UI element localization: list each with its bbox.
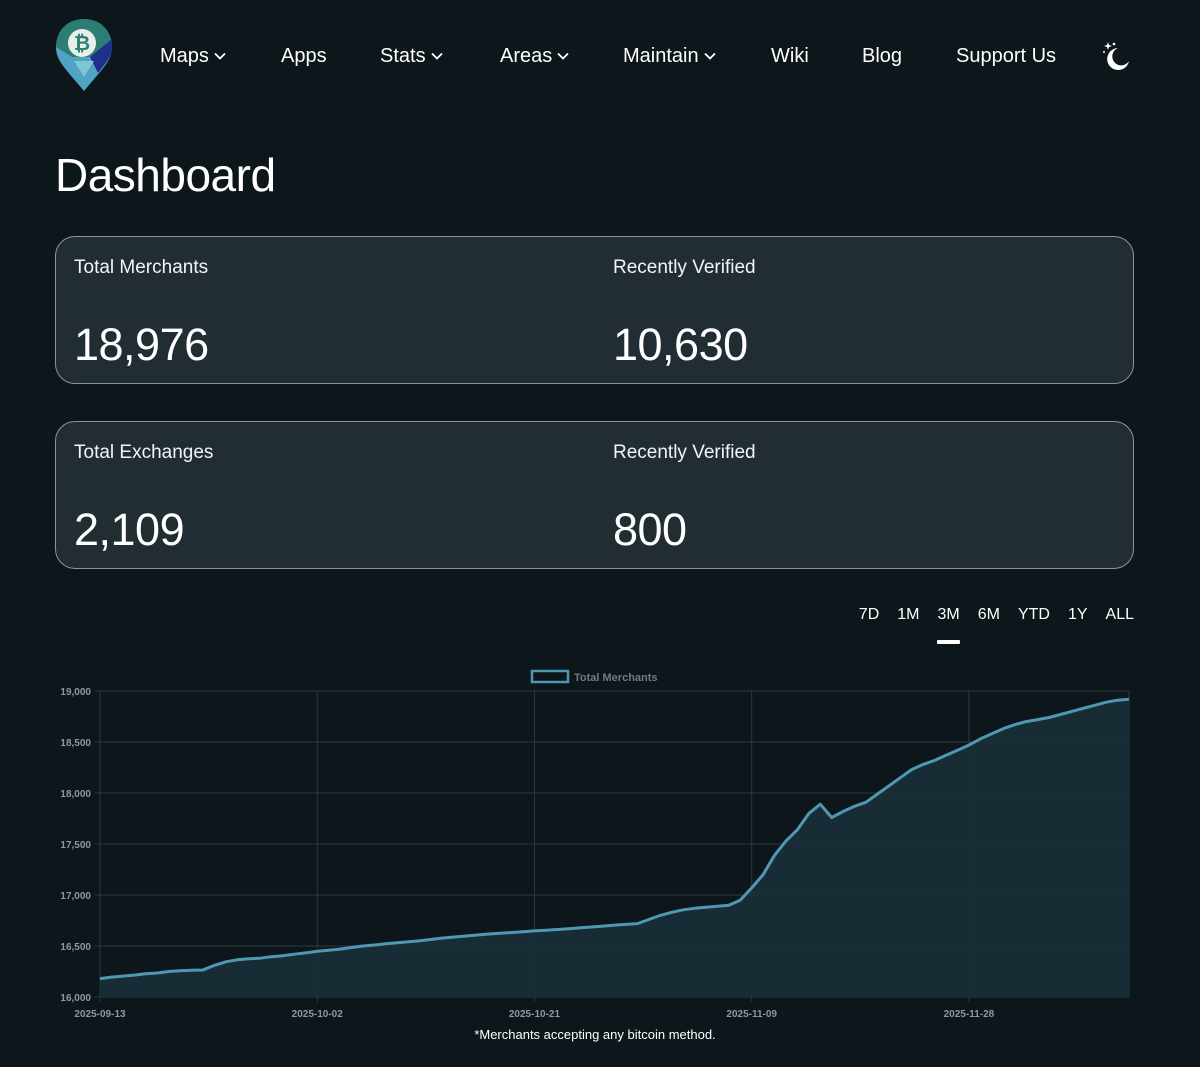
- y-tick-label: 16,000: [60, 993, 91, 1004]
- y-tick-label: 16,500: [60, 942, 91, 953]
- site-header: ₿ Maps Apps Stats Areas Maintain Wiki Bl…: [0, 0, 1200, 110]
- total-merchants-label: Total Merchants: [74, 257, 209, 278]
- nav-blog-label: Blog: [862, 44, 903, 67]
- chevron-down-icon: [430, 52, 443, 60]
- x-tick-label: 2025-11-28: [944, 1009, 995, 1020]
- y-tick-label: 18,500: [60, 738, 91, 749]
- x-tick-label: 2025-09-13: [74, 1009, 126, 1020]
- merchants-chart-svg: 19,000 18,500 18,000 17,500 17,000 16,500 16,0…: [60, 669, 1130, 1020]
- nav-blog[interactable]: Blog: [862, 42, 902, 70]
- nav-maps-label: Maps: [160, 44, 209, 67]
- chevron-down-icon: [703, 52, 716, 60]
- legend-label: Total Merchants: [574, 672, 658, 684]
- nav-maintain[interactable]: Maintain: [623, 42, 717, 70]
- merchants-recently-verified-label: Recently Verified: [613, 257, 756, 278]
- range-all[interactable]: ALL: [1105, 606, 1134, 623]
- x-tick-label: 2025-11-09: [726, 1009, 777, 1020]
- chevron-down-icon: [557, 52, 569, 60]
- nav-stats[interactable]: Stats: [380, 42, 444, 70]
- exchanges-recently-verified-value: 800: [613, 504, 687, 555]
- total-exchanges-value: 2,109: [74, 504, 185, 555]
- legend-swatch: [530, 669, 570, 684]
- range-1m[interactable]: 1M: [897, 606, 920, 623]
- time-range-selector: 7D 1M 3M 6M YTD 1Y ALL: [850, 606, 1134, 644]
- exchanges-card: Total Exchanges 2,109 Recently Verified …: [55, 421, 1134, 569]
- page-title: Dashboard: [55, 149, 276, 201]
- merchants-recently-verified-value: 10,630: [613, 319, 748, 370]
- merchants-chart: 19,000 18,500 18,000 17,500 17,000 16,500 16,0…: [40, 660, 1150, 1030]
- nav-areas[interactable]: Areas: [500, 42, 570, 70]
- bitcoin-map-pin-logo-icon[interactable]: ₿: [54, 17, 114, 93]
- x-tick-label: 2025-10-02: [292, 1009, 344, 1020]
- y-tick-label: 17,500: [60, 840, 91, 851]
- range-7d[interactable]: 7D: [858, 606, 880, 623]
- y-tick-label: 18,000: [60, 789, 91, 800]
- y-tick-label: 17,000: [60, 891, 91, 902]
- chevron-down-icon: [214, 52, 226, 60]
- chart-footnote: *Merchants accepting any bitcoin method.: [474, 1027, 716, 1042]
- range-ytd[interactable]: YTD: [1017, 606, 1050, 623]
- svg-text:₿: ₿: [74, 33, 90, 55]
- range-3m[interactable]: 3M: [928, 606, 968, 644]
- nav-apps-label: Apps: [281, 44, 327, 67]
- range-1y[interactable]: 1Y: [1067, 606, 1088, 623]
- x-tick-label: 2025-10-21: [509, 1009, 561, 1020]
- merchants-card: Total Merchants 18,976 Recently Verified…: [55, 236, 1134, 384]
- nav-wiki[interactable]: Wiki: [771, 42, 809, 70]
- total-merchants-value: 18,976: [74, 319, 209, 370]
- nav-areas-label: Areas: [500, 44, 553, 67]
- theme-toggle-moon-icon[interactable]: [1100, 40, 1134, 72]
- nav-stats-label: Stats: [380, 44, 426, 67]
- range-6m[interactable]: 6M: [977, 606, 1000, 623]
- total-exchanges-label: Total Exchanges: [74, 442, 214, 463]
- exchanges-recently-verified-label: Recently Verified: [613, 442, 756, 463]
- nav-support-us[interactable]: Support Us: [956, 42, 1056, 70]
- series-line-total-merchants: [99, 697, 1130, 981]
- nav-maintain-label: Maintain: [623, 44, 699, 67]
- nav-wiki-label: Wiki: [771, 44, 809, 67]
- nav-maps[interactable]: Maps: [160, 42, 227, 70]
- nav-apps[interactable]: Apps: [281, 42, 327, 70]
- nav-support-us-label: Support Us: [956, 44, 1057, 67]
- y-tick-label: 19,000: [60, 687, 91, 698]
- series-area-fill: [100, 699, 1129, 997]
